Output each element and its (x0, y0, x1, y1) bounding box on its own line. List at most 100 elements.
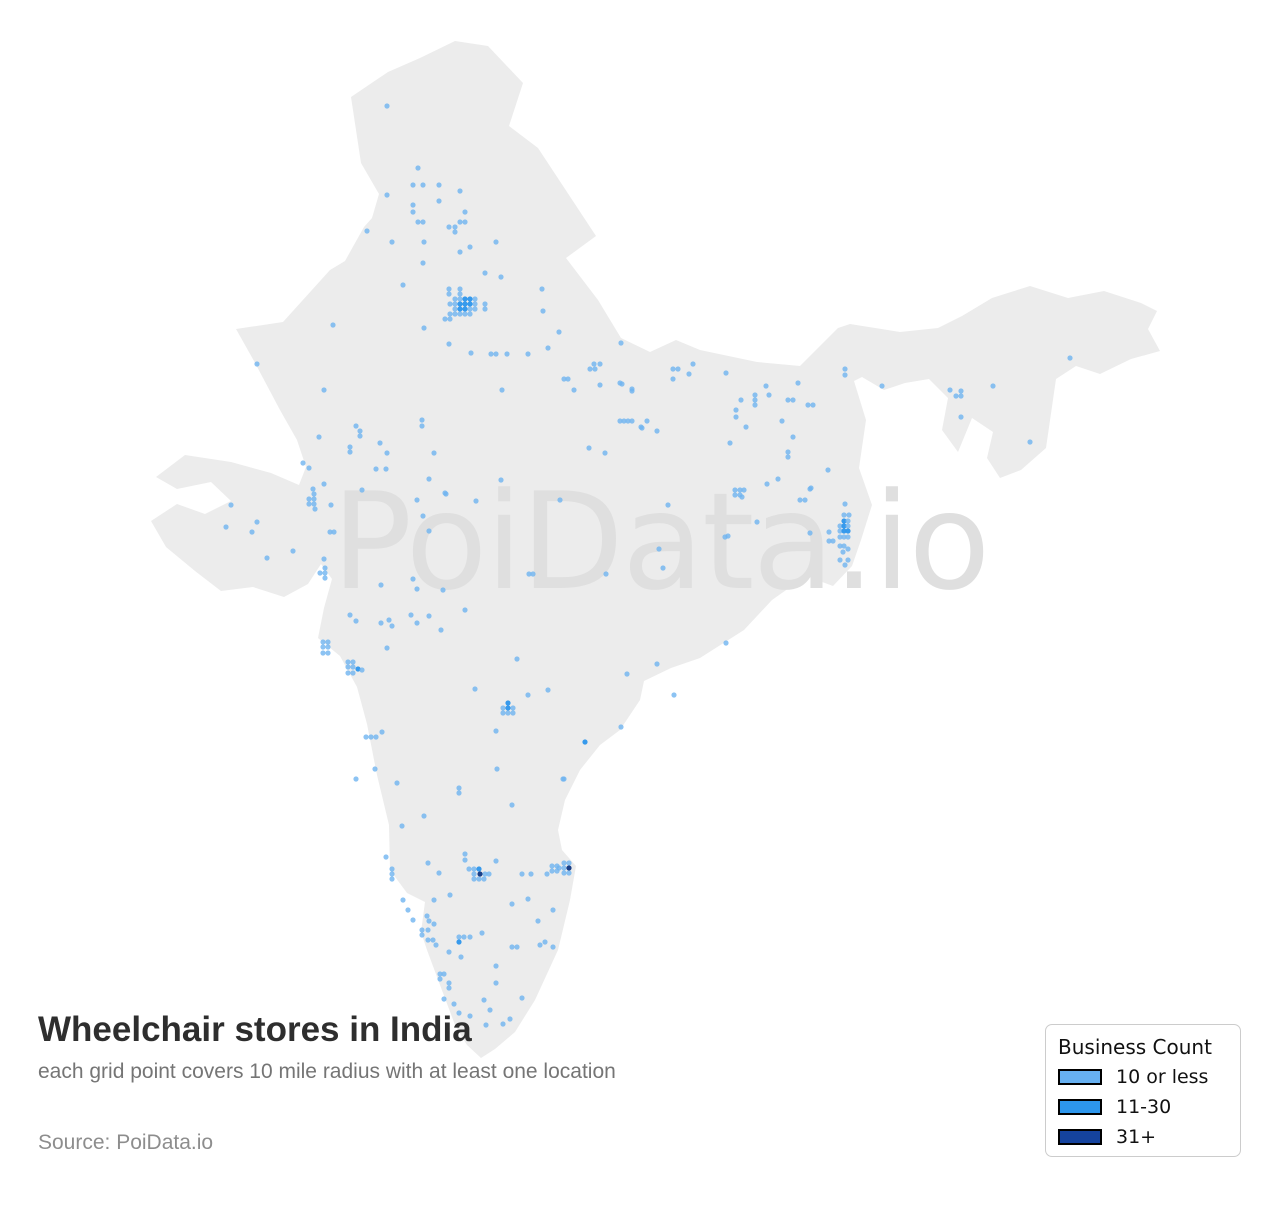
map-dot (561, 376, 567, 382)
map-dot (845, 534, 851, 540)
map-dot (565, 376, 571, 382)
map-dot (415, 219, 421, 225)
map-dot (629, 388, 635, 394)
map-dot (467, 306, 473, 312)
map-dot (473, 498, 479, 504)
map-dot (582, 739, 588, 745)
map-dot (363, 734, 369, 740)
map-dot (452, 224, 458, 230)
map-dot (364, 228, 370, 234)
map-dot (316, 434, 322, 440)
map-dot (328, 502, 334, 508)
map-dot (629, 418, 635, 424)
map-dot (539, 286, 545, 292)
map-dot (458, 954, 464, 960)
map-dot (410, 182, 416, 188)
map-dot (671, 692, 677, 698)
map-dot (457, 286, 463, 292)
map-dot (359, 667, 365, 673)
map-dot (654, 661, 660, 667)
map-dot (452, 306, 458, 312)
map-dot (846, 512, 852, 518)
map-dot (457, 296, 463, 302)
map-dot (325, 644, 331, 650)
map-dot (471, 866, 477, 872)
map-dot (670, 366, 676, 372)
map-dot (481, 876, 487, 882)
map-dot (514, 656, 520, 662)
map-dot (321, 387, 327, 393)
map-dot (493, 239, 499, 245)
map-dot (456, 939, 462, 945)
map-dot (446, 341, 452, 347)
map-dot (373, 466, 379, 472)
map-dot (457, 306, 463, 312)
map-dot (840, 549, 846, 555)
map-dot (456, 790, 462, 796)
map-dot (322, 565, 328, 571)
legend-label-medium: 11-30 (1116, 1096, 1172, 1118)
map-dot (425, 937, 431, 943)
map-dot (947, 387, 953, 393)
map-dot (331, 529, 337, 535)
map-dot (845, 518, 851, 524)
map-dot (446, 286, 452, 292)
map-dot (561, 865, 567, 871)
map-dot (481, 997, 487, 1003)
map-dot (452, 301, 458, 307)
map-dot (493, 963, 499, 969)
map-dot (468, 350, 474, 356)
map-dot (467, 311, 473, 317)
map-dot (442, 316, 448, 322)
map-dot (306, 501, 312, 507)
map-dot (325, 650, 331, 656)
legend-item-small: 10 or less (1058, 1066, 1228, 1088)
map-dot (739, 494, 745, 500)
map-dot (807, 530, 813, 536)
map-dot (425, 860, 431, 866)
map-dot (353, 423, 359, 429)
map-dot (509, 901, 515, 907)
map-dot (592, 366, 598, 372)
map-dot (505, 700, 511, 706)
map-dot (384, 192, 390, 198)
map-dot (378, 582, 384, 588)
map-dot (561, 860, 567, 866)
map-dot (953, 393, 959, 399)
map-dot (394, 780, 400, 786)
map-dot (837, 523, 843, 529)
map-dot (420, 260, 426, 266)
map-dot (842, 372, 848, 378)
map-dot (690, 361, 696, 367)
map-dot (446, 224, 452, 230)
map-dot (1067, 355, 1073, 361)
map-dot (467, 301, 473, 307)
map-dot (467, 244, 473, 250)
map-dot (321, 481, 327, 487)
map-dot (542, 939, 548, 945)
map-dot (350, 664, 356, 670)
map-dot (842, 501, 848, 507)
map-dot (587, 366, 593, 372)
map-dot (561, 870, 567, 876)
map-dot (431, 921, 437, 927)
map-dot (958, 393, 964, 399)
map-dot (327, 529, 333, 535)
map-dot (420, 513, 426, 519)
map-dot (311, 491, 317, 497)
map-dot (544, 871, 550, 877)
map-dot (644, 418, 650, 424)
map-dot (431, 450, 437, 456)
map-dot (494, 766, 500, 772)
map-dot (741, 487, 747, 493)
map-dot (566, 865, 572, 871)
map-dot (617, 380, 623, 386)
map-dot (345, 670, 351, 676)
map-dot (500, 1021, 506, 1027)
map-dot (264, 555, 270, 561)
map-dot (591, 361, 597, 367)
map-dot (408, 612, 414, 618)
map-dot (467, 1013, 473, 1019)
map-dot (841, 523, 847, 529)
map-dot (482, 301, 488, 307)
